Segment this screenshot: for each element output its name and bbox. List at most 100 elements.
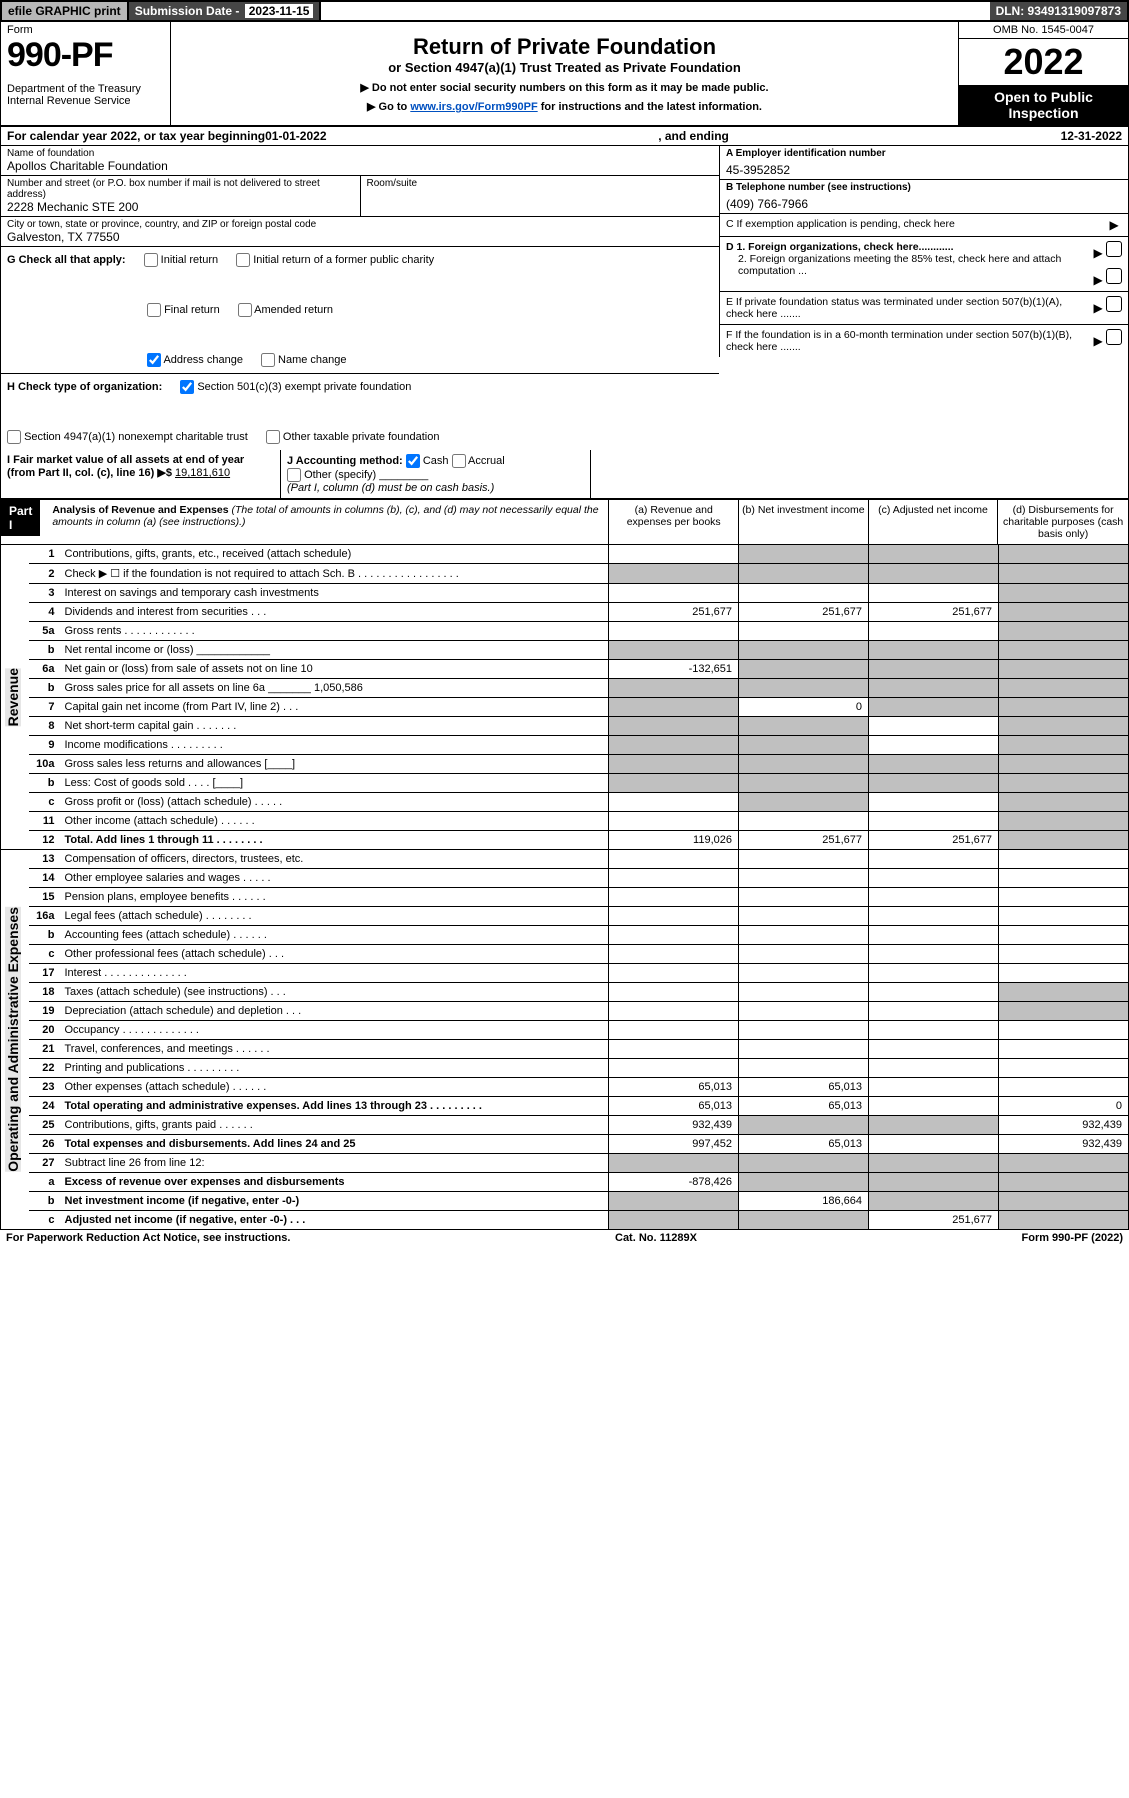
cell-value bbox=[869, 1059, 999, 1078]
line-number: 26 bbox=[29, 1135, 61, 1154]
open-inspection: Open to Public Inspection bbox=[959, 85, 1128, 125]
cell-shaded bbox=[999, 1173, 1129, 1192]
line-number: 17 bbox=[29, 964, 61, 983]
cell-shaded bbox=[869, 660, 999, 679]
cell-value bbox=[609, 1040, 739, 1059]
cell-value bbox=[609, 545, 739, 564]
line-number: 2 bbox=[29, 564, 61, 584]
line-description: Other professional fees (attach schedule… bbox=[61, 945, 609, 964]
cell-shaded bbox=[999, 1211, 1129, 1230]
irs-link[interactable]: www.irs.gov/Form990PF bbox=[410, 101, 537, 113]
table-row: 17Interest . . . . . . . . . . . . . . bbox=[1, 964, 1129, 983]
line-description: Gross rents . . . . . . . . . . . . bbox=[61, 622, 609, 641]
cell-shaded bbox=[739, 1211, 869, 1230]
section-label: Revenue bbox=[5, 668, 21, 726]
line-number: 4 bbox=[29, 603, 61, 622]
table-row: Revenue1Contributions, gifts, grants, et… bbox=[1, 545, 1129, 564]
form-subtitle: or Section 4947(a)(1) Trust Treated as P… bbox=[179, 60, 950, 75]
cell-value bbox=[869, 964, 999, 983]
cell-value bbox=[869, 907, 999, 926]
cell-shaded bbox=[869, 698, 999, 717]
line-description: Travel, conferences, and meetings . . . … bbox=[61, 1040, 609, 1059]
chk-4947a1[interactable] bbox=[7, 430, 21, 444]
cell-value: 997,452 bbox=[609, 1135, 739, 1154]
cell-shaded bbox=[609, 1154, 739, 1173]
cell-shaded bbox=[609, 1192, 739, 1211]
cell-shaded bbox=[739, 564, 869, 584]
line-description: Gross sales less returns and allowances … bbox=[61, 755, 609, 774]
table-row: 22Printing and publications . . . . . . … bbox=[1, 1059, 1129, 1078]
line-number: 16a bbox=[29, 907, 61, 926]
cell-value: 0 bbox=[739, 698, 869, 717]
line-description: Occupancy . . . . . . . . . . . . . bbox=[61, 1021, 609, 1040]
chk-accrual[interactable] bbox=[452, 454, 466, 468]
table-row: 9Income modifications . . . . . . . . . bbox=[1, 736, 1129, 755]
table-row: 11Other income (attach schedule) . . . .… bbox=[1, 812, 1129, 831]
line-description: Dividends and interest from securities .… bbox=[61, 603, 609, 622]
cell-shaded bbox=[609, 736, 739, 755]
line-description: Other employee salaries and wages . . . … bbox=[61, 869, 609, 888]
table-row: bGross sales price for all assets on lin… bbox=[1, 679, 1129, 698]
line-description: Interest . . . . . . . . . . . . . . bbox=[61, 964, 609, 983]
line-number: c bbox=[29, 1211, 61, 1230]
cell-shaded bbox=[609, 698, 739, 717]
chk-final-return[interactable] bbox=[147, 303, 161, 317]
cell-shaded bbox=[739, 1173, 869, 1192]
chk-initial-former[interactable] bbox=[236, 253, 250, 267]
table-row: 26Total expenses and disbursements. Add … bbox=[1, 1135, 1129, 1154]
lower-meta: I Fair market value of all assets at end… bbox=[0, 450, 1129, 500]
cell-shaded bbox=[739, 660, 869, 679]
chk-cash[interactable] bbox=[406, 454, 420, 468]
address-label: Number and street (or P.O. box number if… bbox=[7, 178, 354, 200]
cell-value bbox=[739, 622, 869, 641]
table-row: Operating and Administrative Expenses13C… bbox=[1, 850, 1129, 869]
cell-value: 932,439 bbox=[999, 1116, 1129, 1135]
chk-other-method[interactable] bbox=[287, 468, 301, 482]
cell-value bbox=[869, 850, 999, 869]
chk-d1[interactable] bbox=[1106, 241, 1122, 257]
cell-value bbox=[609, 1021, 739, 1040]
cell-value: 0 bbox=[999, 1097, 1129, 1116]
line-number: 19 bbox=[29, 1002, 61, 1021]
chk-e[interactable] bbox=[1106, 296, 1122, 312]
form-title: Return of Private Foundation bbox=[179, 34, 950, 60]
chk-address-change[interactable] bbox=[147, 353, 161, 367]
table-row: 19Depreciation (attach schedule) and dep… bbox=[1, 1002, 1129, 1021]
line-description: Income modifications . . . . . . . . . bbox=[61, 736, 609, 755]
cell-value: 65,013 bbox=[739, 1078, 869, 1097]
chk-amended-return[interactable] bbox=[238, 303, 252, 317]
line-number: 15 bbox=[29, 888, 61, 907]
table-row: 27Subtract line 26 from line 12: bbox=[1, 1154, 1129, 1173]
chk-name-change[interactable] bbox=[261, 353, 275, 367]
cell-value bbox=[609, 584, 739, 603]
cell-value bbox=[869, 869, 999, 888]
submission-date-label: Submission Date - 2023-11-15 bbox=[129, 2, 322, 20]
cell-value bbox=[609, 850, 739, 869]
h-check-row: H Check type of organization: Section 50… bbox=[1, 374, 719, 450]
cell-value: 251,677 bbox=[869, 603, 999, 622]
form-word: Form bbox=[7, 24, 164, 36]
chk-d2[interactable] bbox=[1106, 268, 1122, 284]
cell-value: 932,439 bbox=[999, 1135, 1129, 1154]
cell-value bbox=[739, 1021, 869, 1040]
chk-other-taxable[interactable] bbox=[266, 430, 280, 444]
table-row: bNet rental income or (loss) ___________… bbox=[1, 641, 1129, 660]
chk-501c3[interactable] bbox=[180, 380, 194, 394]
col-d-header: (d) Disbursements for charitable purpose… bbox=[998, 500, 1128, 544]
cell-value bbox=[999, 888, 1129, 907]
d2-label: 2. Foreign organizations meeting the 85%… bbox=[726, 253, 1081, 277]
e-label: E If private foundation status was termi… bbox=[719, 292, 1087, 324]
line-number: b bbox=[29, 1192, 61, 1211]
cell-value bbox=[999, 1078, 1129, 1097]
table-row: 5aGross rents . . . . . . . . . . . . bbox=[1, 622, 1129, 641]
cell-shaded bbox=[869, 641, 999, 660]
chk-f[interactable] bbox=[1106, 329, 1122, 345]
line-number: 9 bbox=[29, 736, 61, 755]
cell-value bbox=[609, 983, 739, 1002]
chk-initial-return[interactable] bbox=[144, 253, 158, 267]
line-number: 25 bbox=[29, 1116, 61, 1135]
cell-shaded bbox=[999, 622, 1129, 641]
cell-value: 65,013 bbox=[609, 1097, 739, 1116]
cell-value: 65,013 bbox=[739, 1135, 869, 1154]
line-number: 10a bbox=[29, 755, 61, 774]
